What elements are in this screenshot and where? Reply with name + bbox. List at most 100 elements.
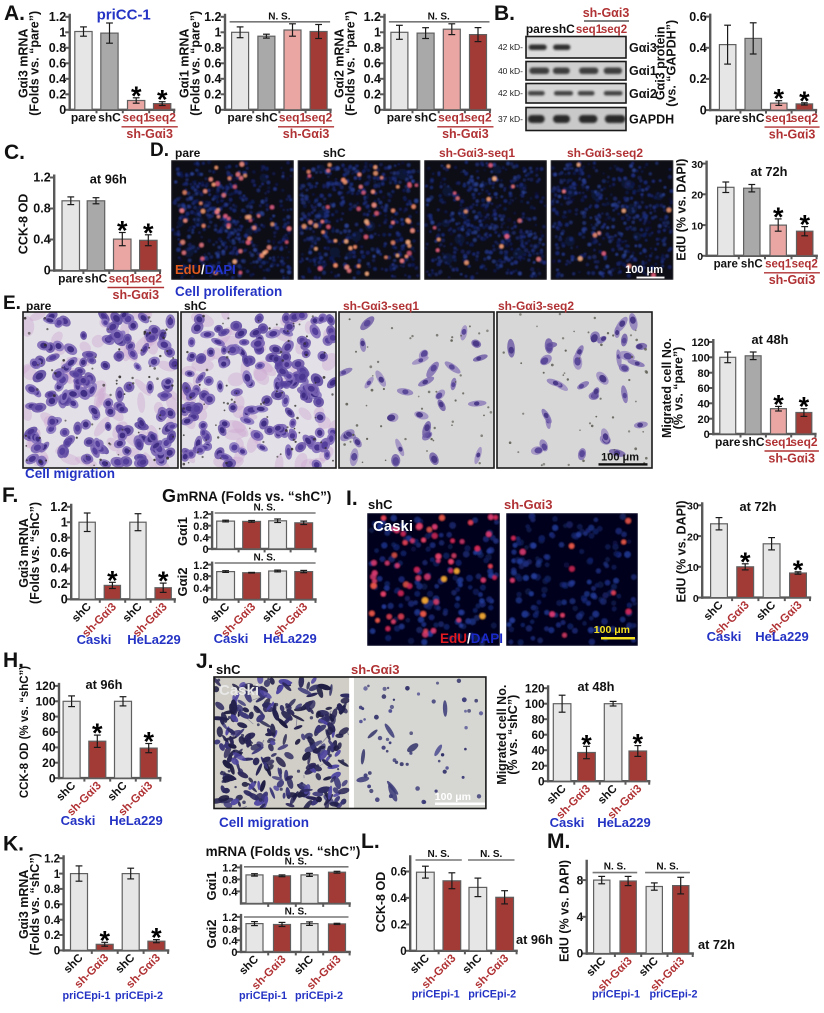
svg-text:*: * — [99, 925, 110, 955]
svg-text:0: 0 — [44, 264, 51, 278]
svg-text:(Folds vs. “shC”): (Folds vs. “shC”) — [28, 502, 42, 604]
svg-text:sh-Gαi3: sh-Gαi3 — [504, 497, 552, 512]
svg-text:shC: shC — [323, 146, 346, 160]
svg-text:seq2: seq2 — [601, 24, 627, 36]
svg-text:at 96h: at 96h — [86, 677, 123, 692]
svg-text:0.6: 0.6 — [204, 57, 221, 71]
svg-text:1: 1 — [61, 515, 68, 529]
svg-text:priCEpi-1: priCEpi-1 — [592, 989, 640, 1001]
svg-text:0.4: 0.4 — [193, 583, 209, 595]
svg-text:Caski: Caski — [77, 632, 112, 647]
svg-text:pare: pare — [175, 146, 201, 160]
svg-text:40: 40 — [531, 743, 545, 757]
svg-text:seq1: seq1 — [576, 24, 603, 36]
svg-text:pare: pare — [58, 271, 84, 285]
svg-text:priCEpi-1: priCEpi-1 — [412, 989, 460, 1001]
svg-text:*: * — [117, 216, 128, 246]
svg-text:0.4: 0.4 — [44, 915, 61, 927]
svg-text:20: 20 — [698, 414, 710, 426]
svg-text:0: 0 — [697, 251, 703, 263]
svg-text:*: * — [793, 555, 804, 585]
svg-text:HeLa229: HeLa229 — [263, 631, 316, 646]
svg-text:30: 30 — [687, 501, 699, 513]
svg-text:shC: shC — [255, 111, 278, 125]
svg-text:(% vs. “pare”): (% vs. “pare”) — [672, 347, 686, 430]
svg-text:100 μm: 100 μm — [625, 264, 663, 276]
svg-text:EdU (% vs. DAPI): EdU (% vs. DAPI) — [675, 159, 689, 261]
svg-text:0.2: 0.2 — [44, 930, 60, 942]
svg-text:1.2: 1.2 — [50, 500, 67, 514]
svg-text:0: 0 — [693, 593, 699, 605]
svg-text:*: * — [773, 202, 784, 232]
svg-text:priCEpi-1: priCEpi-1 — [239, 990, 287, 1002]
svg-text:40: 40 — [42, 741, 56, 755]
svg-text:0.4: 0.4 — [222, 935, 238, 947]
svg-text:0: 0 — [215, 103, 222, 117]
svg-text:priCEpi-2: priCEpi-2 — [468, 989, 516, 1001]
svg-text:1: 1 — [59, 26, 66, 40]
svg-text:0: 0 — [61, 593, 68, 607]
svg-text:B.: B. — [494, 2, 515, 25]
svg-text:42 kD-: 42 kD- — [498, 42, 523, 52]
svg-text:*: * — [107, 565, 118, 595]
svg-text:seq2: seq2 — [790, 435, 818, 449]
svg-text:Caski: Caski — [214, 631, 249, 646]
svg-text:*: * — [774, 84, 785, 114]
svg-text:*: * — [151, 923, 162, 953]
svg-text:shC: shC — [368, 497, 393, 512]
svg-text:0.2: 0.2 — [391, 920, 407, 932]
svg-text:Caski: Caski — [373, 518, 413, 535]
svg-text:D.: D. — [150, 140, 169, 161]
svg-text:sh-Gαi3-seq2: sh-Gαi3-seq2 — [567, 146, 643, 160]
svg-text:*: * — [740, 547, 751, 577]
svg-text:8: 8 — [577, 873, 584, 887]
svg-text:0.4: 0.4 — [50, 562, 67, 576]
svg-text:Cell migration: Cell migration — [25, 466, 115, 481]
svg-text:100 μm: 100 μm — [435, 791, 471, 803]
svg-text:*: * — [581, 729, 592, 759]
svg-text:120: 120 — [35, 679, 55, 693]
svg-text:seq2: seq2 — [792, 259, 818, 271]
svg-text:0.8: 0.8 — [49, 41, 66, 55]
svg-text:1: 1 — [215, 26, 222, 40]
svg-text:Gαi2: Gαi2 — [204, 920, 219, 949]
svg-text:0.2: 0.2 — [204, 88, 221, 102]
svg-text:0: 0 — [231, 947, 237, 959]
svg-text:seq1: seq1 — [279, 111, 307, 125]
svg-text:N. S.: N. S. — [480, 849, 502, 860]
svg-text:Cell proliferation: Cell proliferation — [175, 284, 282, 299]
svg-text:0.2: 0.2 — [50, 577, 67, 591]
svg-text:J.: J. — [196, 650, 214, 673]
svg-text:pare: pare — [26, 299, 52, 313]
svg-text:sh-Gαi3: sh-Gαi3 — [769, 128, 816, 142]
svg-text:sh-Gαi3-seq1: sh-Gαi3-seq1 — [343, 299, 419, 313]
svg-text:EdU/DAPI: EdU/DAPI — [175, 262, 236, 277]
svg-text:Gαi2: Gαi2 — [175, 568, 190, 597]
svg-text:C.: C. — [4, 141, 25, 164]
svg-text:seq2: seq2 — [149, 111, 177, 125]
svg-text:1.2: 1.2 — [204, 10, 221, 24]
svg-text:0: 0 — [202, 544, 208, 556]
svg-text:CCK-8 OD: CCK-8 OD — [374, 872, 388, 932]
svg-text:20: 20 — [687, 531, 699, 543]
svg-text:seq2: seq2 — [464, 111, 492, 125]
svg-text:Caski: Caski — [61, 813, 96, 828]
svg-text:HeLa229: HeLa229 — [109, 813, 162, 828]
svg-text:0.4: 0.4 — [204, 72, 221, 86]
svg-text:seq1: seq1 — [123, 111, 151, 125]
svg-text:30: 30 — [691, 159, 703, 171]
svg-text:sh-Gαi3: sh-Gαi3 — [351, 662, 399, 677]
svg-text:*: * — [143, 218, 154, 248]
svg-text:0.4: 0.4 — [33, 233, 50, 247]
svg-text:0.4: 0.4 — [689, 41, 706, 55]
svg-text:80: 80 — [42, 710, 56, 724]
svg-text:at 72h: at 72h — [698, 937, 735, 952]
svg-text:0: 0 — [700, 103, 707, 117]
svg-text:EdU (% vs. DAPI): EdU (% vs. DAPI) — [675, 500, 689, 602]
svg-text:N. S.: N. S. — [285, 907, 307, 918]
svg-text:Gαi1: Gαi1 — [204, 872, 219, 901]
svg-text:N. S.: N. S. — [428, 11, 450, 22]
svg-text:(Folds vs. “pare”): (Folds vs. “pare”) — [189, 11, 203, 116]
svg-text:sh-Gαi3: sh-Gαi3 — [769, 273, 816, 287]
svg-text:(Folds vs. “shC”): (Folds vs. “shC”) — [28, 853, 42, 955]
